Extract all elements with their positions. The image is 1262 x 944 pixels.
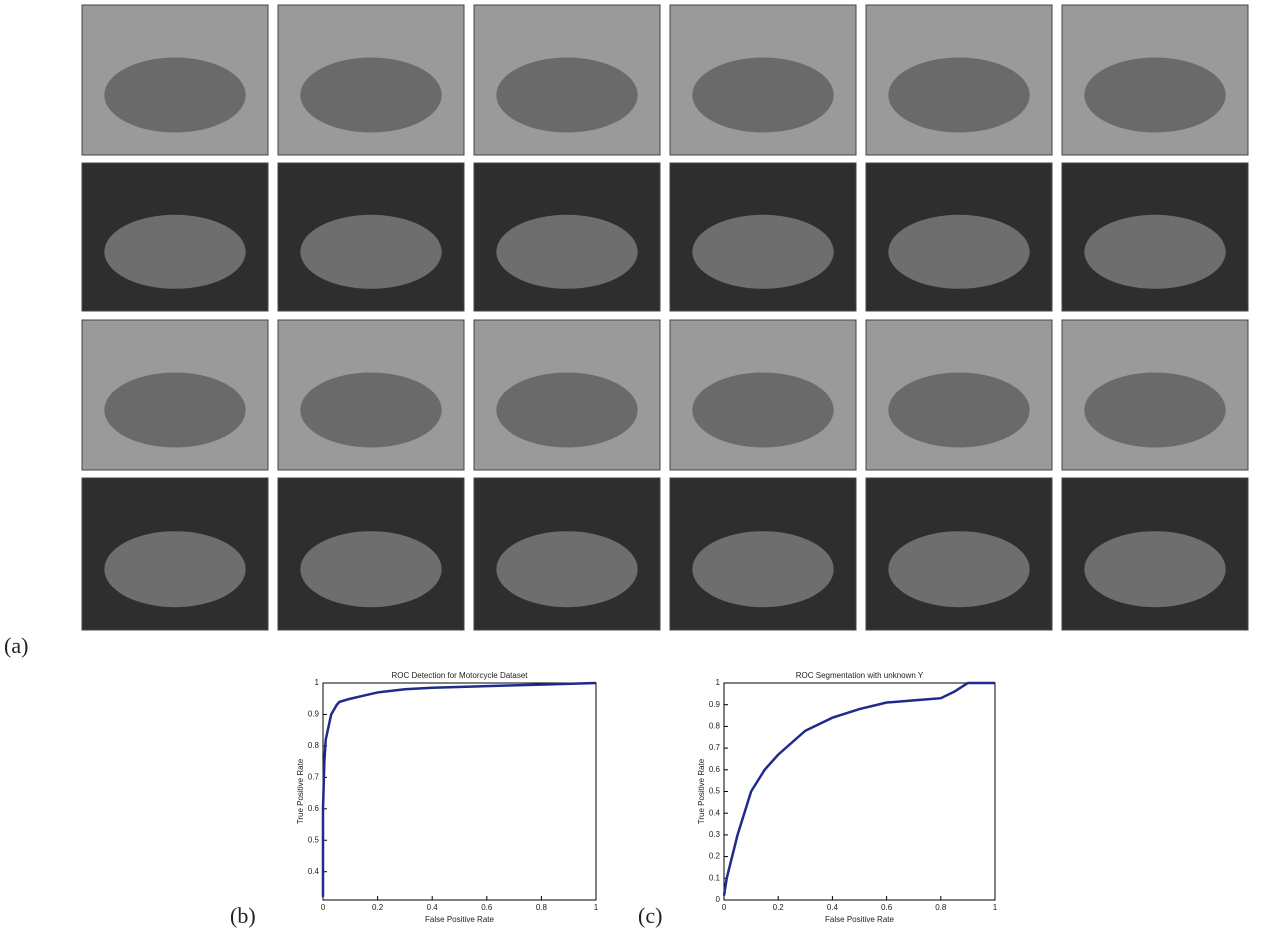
- x-tick-label: 0.6: [481, 903, 493, 912]
- motorcycle-shape: [104, 57, 246, 133]
- motorcycle-shape: [496, 214, 638, 289]
- motorcycle-shape: [1084, 372, 1226, 448]
- y-tick-label: 0.1: [709, 873, 721, 882]
- motorcycle-shape: [496, 372, 638, 448]
- x-tick-label: 0.6: [881, 903, 893, 912]
- y-tick-label: 0.9: [308, 710, 320, 719]
- x-axis-label: False Positive Rate: [425, 915, 494, 924]
- y-axis-label: True Positive Rate: [697, 758, 706, 824]
- motorcycle-shape: [888, 57, 1030, 133]
- y-tick-label: 0.7: [709, 743, 721, 752]
- motorcycle-shape: [888, 214, 1030, 289]
- motorcycle-shape: [300, 57, 442, 133]
- x-tick-label: 0: [321, 903, 326, 912]
- roc-line: [722, 681, 995, 896]
- x-tick-label: 0.4: [427, 903, 439, 912]
- plot-area: [322, 682, 597, 901]
- y-axis-label: True Positive Rate: [296, 758, 305, 824]
- x-tick-label: 1: [993, 903, 998, 912]
- y-tick-label: 0.3: [709, 830, 721, 839]
- y-tick-label: 0.5: [709, 787, 721, 796]
- x-tick-label: 0.2: [773, 903, 785, 912]
- motorcycle-shape: [692, 214, 834, 289]
- chart-title: ROC Detection for Motorcycle Dataset: [391, 671, 528, 680]
- y-tick-label: 1: [315, 678, 320, 687]
- y-tick-label: 0.2: [709, 852, 721, 861]
- plot-area: [723, 682, 996, 901]
- x-tick-label: 0.8: [536, 903, 548, 912]
- panel-label: (c): [638, 903, 662, 928]
- motorcycle-shape: [888, 531, 1030, 608]
- x-tick-label: 0.8: [935, 903, 947, 912]
- motorcycle-shape: [300, 214, 442, 289]
- panel-label: (b): [230, 903, 256, 928]
- y-tick-label: 0.5: [308, 835, 320, 844]
- chart-title: ROC Segmentation with unknown Y: [796, 671, 924, 680]
- motorcycle-shape: [692, 372, 834, 448]
- motorcycle-shape: [300, 372, 442, 448]
- x-axis-label: False Positive Rate: [825, 915, 894, 924]
- x-tick-label: 1: [594, 903, 599, 912]
- y-tick-label: 0.8: [709, 722, 721, 731]
- motorcycle-shape: [1084, 57, 1226, 133]
- y-tick-label: 1: [716, 678, 721, 687]
- y-tick-label: 0.4: [308, 867, 320, 876]
- motorcycle-shape: [300, 531, 442, 608]
- y-tick-label: 0.6: [308, 804, 320, 813]
- motorcycle-shape: [496, 531, 638, 608]
- roc-line: [321, 681, 597, 897]
- y-tick-label: 0.7: [308, 772, 320, 781]
- y-tick-label: 0.6: [709, 765, 721, 774]
- y-tick-label: 0.4: [709, 808, 721, 817]
- motorcycle-shape: [104, 214, 246, 289]
- motorcycle-shape: [1084, 531, 1226, 608]
- y-tick-label: 0.9: [709, 700, 721, 709]
- x-tick-label: 0: [722, 903, 727, 912]
- motorcycle-shape: [1084, 214, 1226, 289]
- x-tick-label: 0.2: [372, 903, 384, 912]
- panel-label: (a): [4, 633, 28, 658]
- x-tick-label: 0.4: [827, 903, 839, 912]
- motorcycle-shape: [692, 57, 834, 133]
- motorcycle-shape: [496, 57, 638, 133]
- y-tick-label: 0.8: [308, 741, 320, 750]
- motorcycle-shape: [104, 531, 246, 608]
- motorcycle-shape: [104, 372, 246, 448]
- y-tick-label: 0: [716, 895, 721, 904]
- motorcycle-shape: [692, 531, 834, 608]
- image-grid: [81, 4, 1249, 631]
- motorcycle-shape: [888, 372, 1030, 448]
